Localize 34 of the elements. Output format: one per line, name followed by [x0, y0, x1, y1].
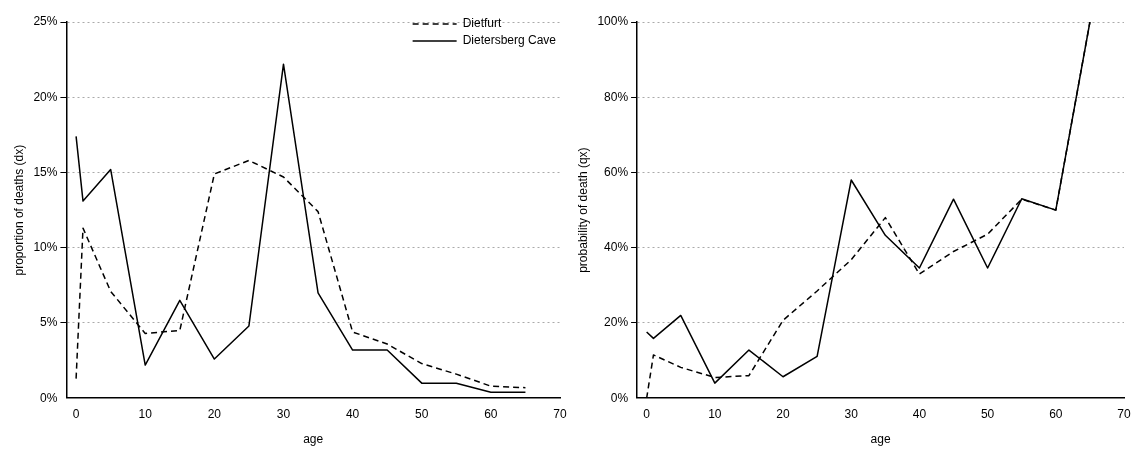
legend-label: Dietfurt [462, 16, 502, 31]
x-tick-label: 20 [776, 406, 791, 421]
x-tick-label: 60 [484, 406, 498, 421]
y-tick-label: 80% [604, 89, 629, 104]
y-tick-label: 20% [604, 315, 629, 330]
x-tick-label: 50 [980, 406, 995, 421]
x-tick-label: 60 [1049, 406, 1063, 421]
x-axis-title: age [303, 432, 324, 447]
y-tick-label: 25% [33, 14, 58, 29]
x-tick-label: 10 [138, 406, 153, 421]
y-axis-title: probability of death (qx) [575, 147, 590, 273]
y-tick-label: 5% [40, 315, 58, 330]
y-tick-label: 100% [597, 14, 629, 29]
x-tick-label: 20 [207, 406, 222, 421]
x-axis-title: age [870, 432, 891, 447]
y-tick-label: 0% [40, 390, 58, 405]
y-tick-label: 15% [33, 164, 58, 179]
y-axis-title: proportion of deaths (dx) [11, 144, 26, 276]
y-tick-label: 10% [33, 240, 58, 255]
x-tick-label: 30 [844, 406, 859, 421]
x-tick-label: 10 [708, 406, 722, 421]
y-tick-label: 0% [610, 390, 629, 405]
x-tick-label: 0 [643, 406, 651, 421]
x-tick-label: 50 [415, 406, 429, 421]
legend-label: Dietersberg Cave [462, 33, 557, 48]
x-tick-label: 70 [553, 406, 567, 421]
x-tick-label: 30 [276, 406, 291, 421]
x-tick-label: 0 [72, 406, 80, 421]
x-tick-label: 40 [912, 406, 927, 421]
y-tick-label: 40% [604, 240, 629, 255]
x-tick-label: 40 [345, 406, 360, 421]
x-tick-label: 70 [1117, 406, 1131, 421]
y-tick-label: 60% [604, 164, 629, 179]
y-tick-label: 20% [33, 89, 58, 104]
